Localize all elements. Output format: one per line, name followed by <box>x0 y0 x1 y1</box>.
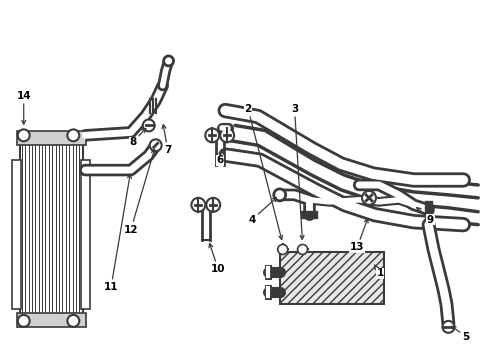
Text: 2: 2 <box>245 104 283 239</box>
Circle shape <box>206 198 220 212</box>
Circle shape <box>164 56 173 66</box>
Bar <box>280 252 384 304</box>
Circle shape <box>18 315 30 327</box>
Circle shape <box>143 120 155 131</box>
Circle shape <box>205 129 219 142</box>
Text: 10: 10 <box>209 243 225 274</box>
Bar <box>12 160 21 309</box>
Text: 7: 7 <box>162 125 171 155</box>
Circle shape <box>220 129 234 142</box>
Circle shape <box>274 189 286 201</box>
Text: 1: 1 <box>374 265 384 278</box>
Text: 12: 12 <box>123 149 155 235</box>
Circle shape <box>278 244 288 255</box>
Circle shape <box>18 129 30 141</box>
Bar <box>17 313 86 327</box>
Text: 13: 13 <box>350 219 368 252</box>
Bar <box>81 160 90 309</box>
Text: 3: 3 <box>291 104 304 239</box>
Circle shape <box>297 244 308 255</box>
Text: 11: 11 <box>104 174 131 292</box>
Text: 5: 5 <box>452 326 470 342</box>
Circle shape <box>192 198 205 212</box>
Circle shape <box>68 315 79 327</box>
Bar <box>20 138 83 321</box>
Text: 6: 6 <box>217 149 224 165</box>
Circle shape <box>68 129 79 141</box>
Text: 4: 4 <box>248 198 277 225</box>
Circle shape <box>442 321 454 333</box>
Circle shape <box>150 139 162 151</box>
Text: 14: 14 <box>16 91 31 124</box>
Text: 8: 8 <box>129 129 146 147</box>
Bar <box>280 252 384 304</box>
Text: 9: 9 <box>417 208 434 225</box>
Bar <box>17 131 86 145</box>
Circle shape <box>362 191 376 205</box>
